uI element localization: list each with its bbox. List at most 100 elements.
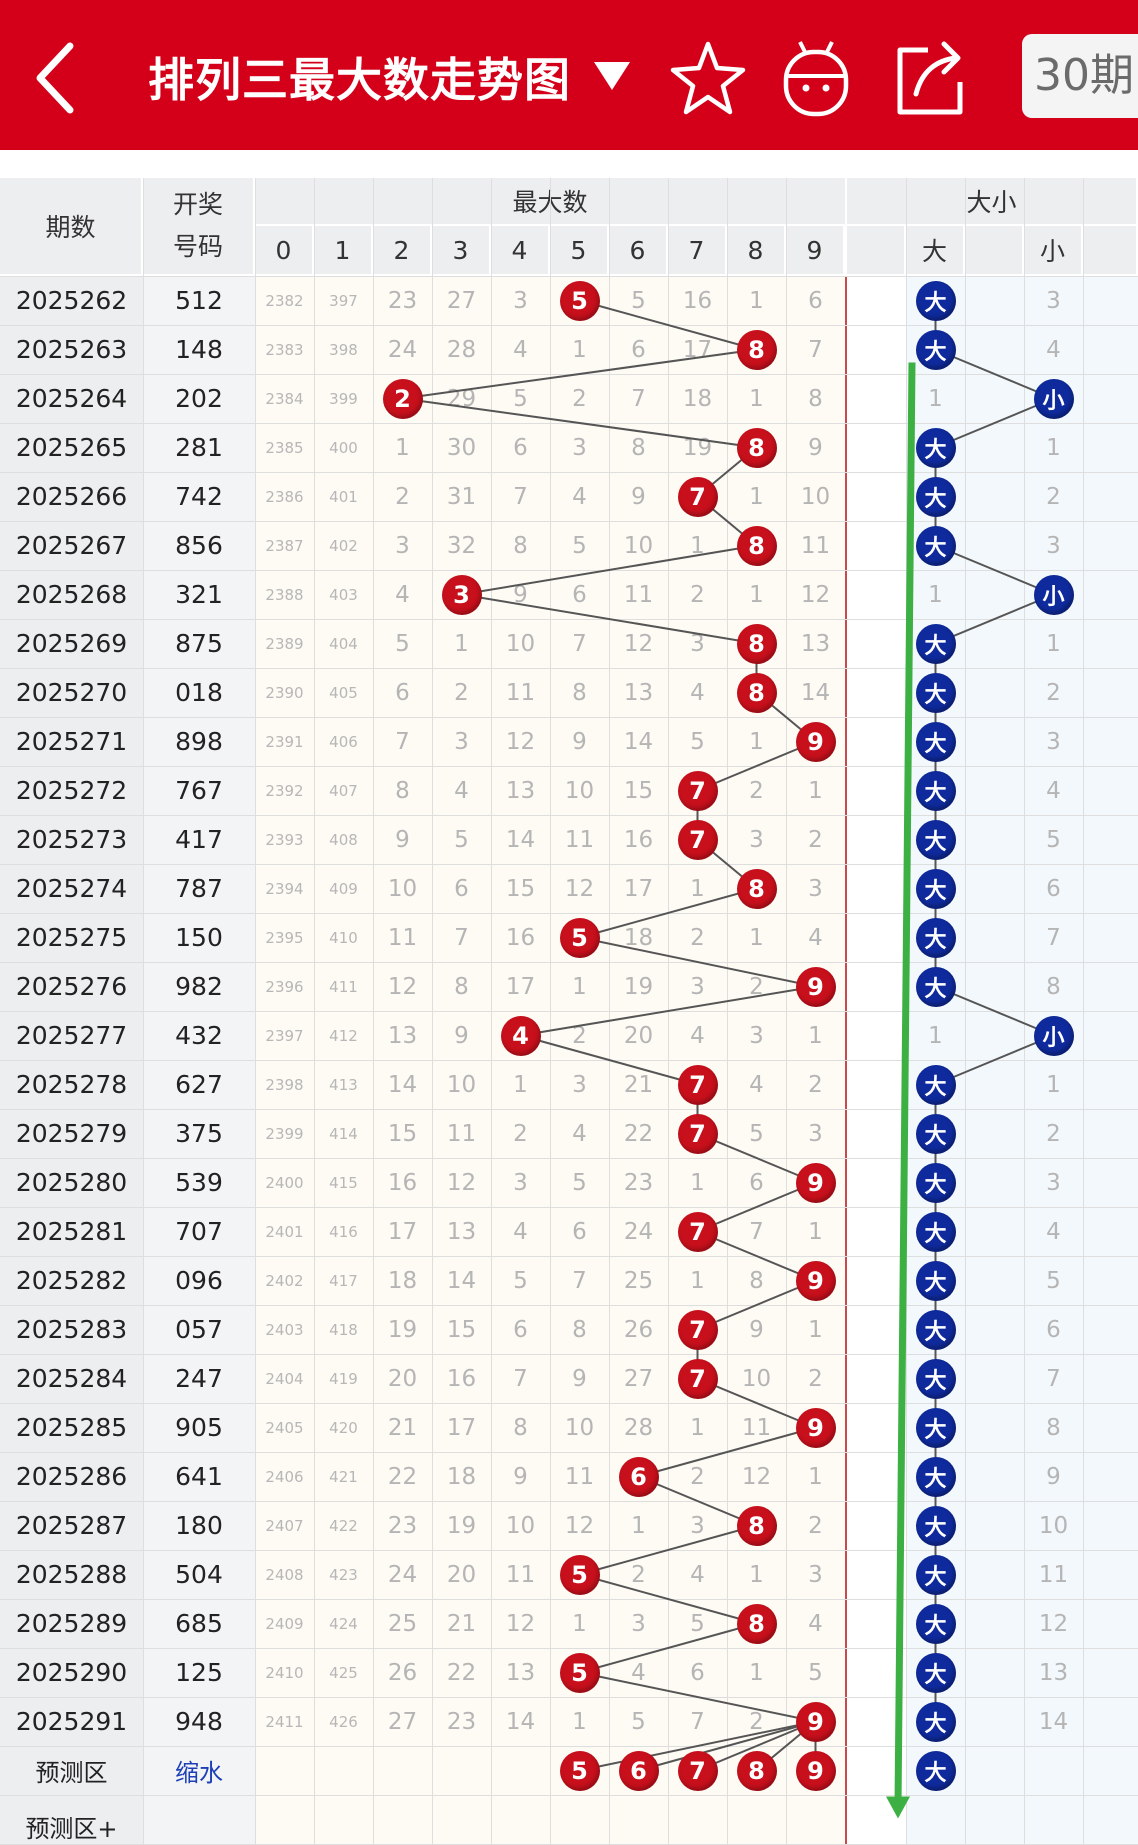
- page-title[interactable]: 排列三最大数走势图: [148, 53, 571, 107]
- size-ball: 大: [915, 672, 956, 713]
- miss-count-cell: 1: [749, 581, 764, 608]
- miss-count-cell: 4: [395, 581, 410, 608]
- size-miss-cell: 3: [1046, 728, 1061, 755]
- prediction-plus-label[interactable]: 预测区+: [25, 1815, 118, 1843]
- header-draw-line1: 开奖: [172, 190, 223, 219]
- miss-count-cell: 7: [513, 483, 528, 510]
- period-cell: 2025276: [15, 972, 128, 1001]
- miss-count-cell: 12: [446, 1169, 477, 1196]
- max-number-ball: 5: [559, 1652, 600, 1693]
- size-miss-cell: 6: [1046, 1316, 1061, 1343]
- draw-number-cell: 982: [175, 972, 223, 1001]
- miss-count-cell: 2394: [265, 879, 304, 898]
- draw-number-cell: 685: [175, 1609, 223, 1638]
- col-divider: [314, 178, 315, 1844]
- miss-count-cell: 20: [446, 1561, 477, 1588]
- miss-count-cell: 30: [446, 434, 477, 461]
- miss-count-cell: 4: [808, 1610, 823, 1637]
- miss-count-cell: 15: [505, 875, 536, 902]
- miss-count-cell: 8: [513, 1414, 528, 1441]
- miss-count-cell: 4: [749, 1071, 764, 1098]
- miss-count-cell: 1: [454, 630, 469, 657]
- miss-count-cell: 408: [329, 830, 358, 849]
- header-digit-0: 0: [255, 226, 314, 276]
- miss-count-cell: 1: [749, 385, 764, 412]
- miss-count-cell: 2395: [265, 928, 304, 947]
- size-miss-cell: 12: [1038, 1610, 1069, 1637]
- prediction-ball[interactable]: 9: [795, 1750, 836, 1791]
- max-number-ball: 7: [677, 1309, 718, 1350]
- draw-number-cell: 512: [175, 286, 223, 315]
- prediction-ball[interactable]: 6: [618, 1750, 659, 1791]
- miss-count-cell: 399: [329, 389, 358, 408]
- miss-count-cell: 2409: [265, 1614, 304, 1633]
- back-arrow-icon[interactable]: [28, 38, 88, 118]
- miss-count-cell: 418: [329, 1320, 358, 1339]
- size-ball: 大: [915, 525, 956, 566]
- row-divider: [0, 1452, 1138, 1453]
- miss-count-cell: 2404: [265, 1369, 304, 1388]
- col-divider: [491, 178, 492, 1844]
- miss-count-cell: 10: [446, 1071, 477, 1098]
- miss-count-cell: 27: [623, 1365, 654, 1392]
- miss-count-cell: 7: [749, 1218, 764, 1245]
- size-ball: 大: [915, 1064, 956, 1105]
- max-number-ball: 7: [677, 1358, 718, 1399]
- size-ball: 大: [915, 1309, 956, 1350]
- period-cell: 2025265: [15, 433, 128, 462]
- draw-number-cell: 321: [175, 580, 223, 609]
- shrink-link[interactable]: 缩水: [175, 1759, 223, 1787]
- draw-number-cell: 202: [175, 384, 223, 413]
- miss-count-cell: 1: [572, 336, 587, 363]
- period-cell: 2025283: [15, 1315, 128, 1344]
- size-ball: 大: [915, 1652, 956, 1693]
- miss-count-cell: 9: [572, 728, 587, 755]
- share-icon[interactable]: [888, 32, 968, 122]
- miss-count-cell: 1: [808, 1218, 823, 1245]
- miss-count-cell: 2: [690, 1463, 705, 1490]
- row-divider: [0, 521, 1138, 522]
- miss-count-cell: 9: [454, 1022, 469, 1049]
- miss-count-cell: 8: [749, 1267, 764, 1294]
- robot-icon[interactable]: [776, 32, 856, 122]
- miss-count-cell: 9: [395, 826, 410, 853]
- header-size-gap: [847, 226, 906, 276]
- miss-count-cell: 410: [329, 928, 358, 947]
- dropdown-triangle-icon[interactable]: [592, 58, 632, 94]
- header-size-tail: [1083, 226, 1138, 276]
- prediction-size-ball[interactable]: 大: [915, 1750, 956, 1791]
- miss-count-cell: 32: [446, 532, 477, 559]
- miss-count-cell: 26: [623, 1316, 654, 1343]
- size-ball: 大: [915, 917, 956, 958]
- miss-count-cell: 10: [800, 483, 831, 510]
- max-number-ball: 9: [795, 1260, 836, 1301]
- miss-count-cell: 13: [505, 1659, 536, 1686]
- miss-count-cell: 2386: [265, 487, 304, 506]
- size-miss-cell: 8: [1046, 1414, 1061, 1441]
- row-divider: [0, 325, 1138, 326]
- period-selector-button[interactable]: 30期: [1022, 34, 1138, 118]
- prediction-ball[interactable]: 5: [559, 1750, 600, 1791]
- miss-count-cell: 2401: [265, 1222, 304, 1241]
- miss-count-cell: 7: [513, 1365, 528, 1392]
- miss-count-cell: 412: [329, 1026, 358, 1045]
- miss-count-cell: 13: [387, 1022, 418, 1049]
- miss-count-cell: 2382: [265, 291, 304, 310]
- miss-count-cell: 3: [395, 532, 410, 559]
- miss-count-cell: 4: [513, 1218, 528, 1245]
- prediction-ball[interactable]: 8: [736, 1750, 777, 1791]
- miss-count-cell: 1: [631, 1512, 646, 1539]
- miss-count-cell: 11: [564, 1463, 595, 1490]
- miss-count-cell: 3: [808, 1120, 823, 1147]
- miss-count-cell: 2399: [265, 1124, 304, 1143]
- prediction-ball[interactable]: 7: [677, 1750, 718, 1791]
- header-digit-1: 1: [314, 226, 373, 276]
- size-miss-cell: 3: [1046, 1169, 1061, 1196]
- period-cell: 2025289: [15, 1609, 128, 1638]
- size-miss-cell: 2: [1046, 679, 1061, 706]
- miss-count-cell: 3: [690, 1512, 705, 1539]
- period-cell: 2025284: [15, 1364, 128, 1393]
- miss-count-cell: 3: [572, 434, 587, 461]
- star-icon[interactable]: [668, 32, 748, 122]
- miss-count-cell: 7: [572, 1267, 587, 1294]
